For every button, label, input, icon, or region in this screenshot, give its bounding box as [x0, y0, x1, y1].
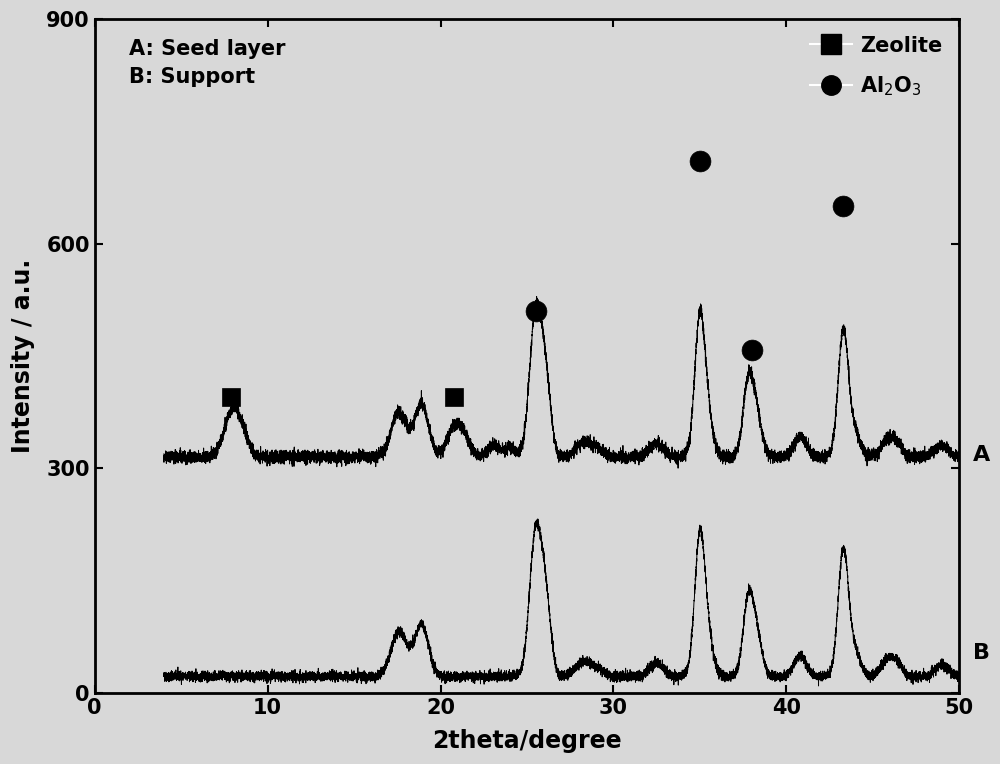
X-axis label: 2theta/degree: 2theta/degree — [432, 729, 622, 753]
Text: A: Seed layer
B: Support: A: Seed layer B: Support — [129, 39, 286, 87]
Text: B: B — [973, 643, 990, 663]
Text: A: A — [973, 445, 990, 465]
Legend: Zeolite, Al$_2$O$_3$: Zeolite, Al$_2$O$_3$ — [802, 28, 951, 106]
Y-axis label: Intensity / a.u.: Intensity / a.u. — [11, 259, 35, 453]
